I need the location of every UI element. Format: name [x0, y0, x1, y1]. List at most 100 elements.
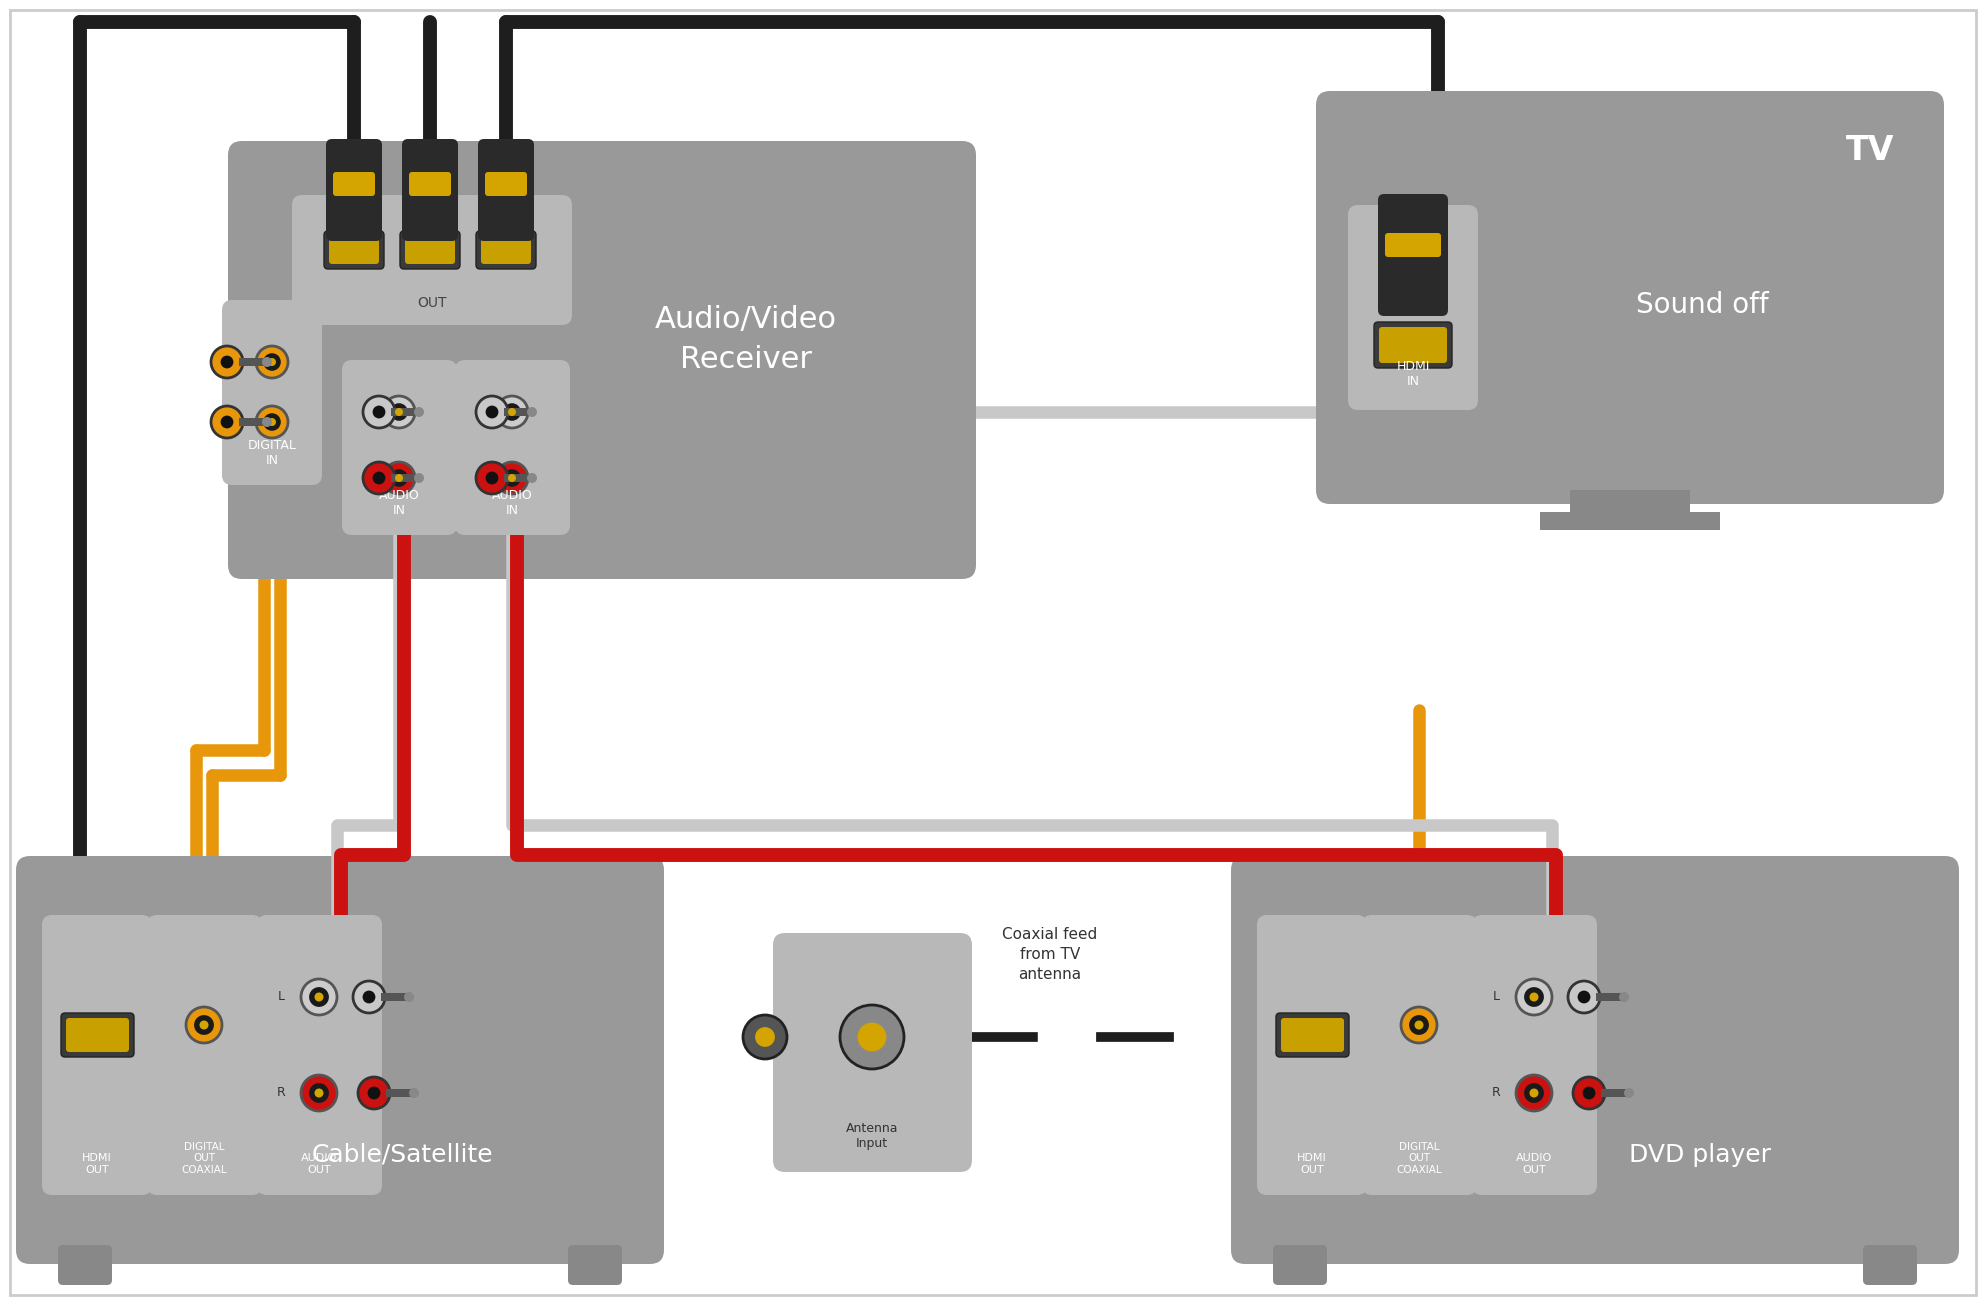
- FancyBboxPatch shape: [292, 194, 572, 325]
- Text: R: R: [276, 1087, 286, 1100]
- FancyBboxPatch shape: [477, 231, 536, 269]
- Circle shape: [383, 462, 415, 495]
- FancyBboxPatch shape: [773, 933, 971, 1172]
- Circle shape: [357, 1077, 389, 1109]
- Text: Coaxial feed
from TV
antenna: Coaxial feed from TV antenna: [1003, 928, 1098, 981]
- Circle shape: [395, 408, 403, 416]
- FancyBboxPatch shape: [326, 140, 381, 241]
- Circle shape: [1583, 1087, 1595, 1099]
- FancyBboxPatch shape: [1472, 915, 1597, 1195]
- Text: DIGITAL
OUT
COAXIAL: DIGITAL OUT COAXIAL: [181, 1142, 226, 1174]
- FancyBboxPatch shape: [147, 915, 262, 1195]
- FancyBboxPatch shape: [16, 856, 663, 1265]
- FancyBboxPatch shape: [228, 141, 975, 579]
- Circle shape: [496, 462, 528, 495]
- Circle shape: [413, 472, 423, 483]
- Circle shape: [268, 418, 276, 425]
- Circle shape: [211, 346, 242, 378]
- Circle shape: [1400, 1007, 1438, 1043]
- Circle shape: [1625, 1088, 1634, 1098]
- Circle shape: [262, 358, 272, 367]
- Circle shape: [1529, 993, 1539, 1001]
- Circle shape: [302, 1075, 338, 1111]
- Circle shape: [502, 403, 520, 420]
- FancyBboxPatch shape: [479, 140, 534, 241]
- Circle shape: [314, 993, 324, 1001]
- Text: AUDIO
OUT: AUDIO OUT: [1515, 1154, 1553, 1175]
- FancyBboxPatch shape: [1275, 1013, 1348, 1057]
- Circle shape: [1410, 1015, 1428, 1035]
- FancyBboxPatch shape: [1348, 205, 1478, 410]
- Circle shape: [487, 471, 498, 484]
- Circle shape: [858, 1023, 886, 1052]
- Bar: [1571, 489, 1690, 512]
- FancyBboxPatch shape: [222, 300, 322, 485]
- FancyBboxPatch shape: [1317, 91, 1944, 504]
- Bar: [391, 408, 419, 416]
- Text: AUDIO
OUT: AUDIO OUT: [300, 1154, 338, 1175]
- FancyBboxPatch shape: [485, 172, 526, 196]
- Circle shape: [1619, 992, 1629, 1002]
- Circle shape: [1414, 1021, 1424, 1030]
- Bar: [1601, 1088, 1629, 1098]
- FancyBboxPatch shape: [401, 140, 459, 241]
- Circle shape: [310, 987, 330, 1007]
- Circle shape: [264, 354, 280, 371]
- FancyBboxPatch shape: [342, 360, 457, 535]
- Circle shape: [264, 414, 280, 431]
- Circle shape: [1523, 1083, 1543, 1103]
- Circle shape: [755, 1027, 775, 1047]
- Circle shape: [477, 462, 508, 495]
- FancyBboxPatch shape: [1257, 915, 1366, 1195]
- Circle shape: [496, 395, 528, 428]
- FancyBboxPatch shape: [409, 172, 451, 196]
- Circle shape: [840, 1005, 904, 1069]
- Circle shape: [477, 395, 508, 428]
- Circle shape: [363, 990, 375, 1004]
- Circle shape: [1523, 987, 1543, 1007]
- FancyBboxPatch shape: [42, 915, 153, 1195]
- FancyBboxPatch shape: [481, 236, 530, 264]
- Circle shape: [1529, 1088, 1539, 1098]
- FancyBboxPatch shape: [334, 172, 375, 196]
- Text: HDMI
IN: HDMI IN: [1396, 360, 1430, 388]
- Circle shape: [314, 1088, 324, 1098]
- Circle shape: [389, 403, 407, 420]
- Text: AUDIO
IN: AUDIO IN: [379, 489, 419, 517]
- Text: TV: TV: [1845, 133, 1895, 167]
- Circle shape: [395, 474, 403, 482]
- FancyBboxPatch shape: [568, 1245, 622, 1285]
- FancyBboxPatch shape: [455, 360, 570, 535]
- FancyBboxPatch shape: [1374, 322, 1452, 368]
- Text: HDMI
OUT: HDMI OUT: [81, 1154, 111, 1175]
- Circle shape: [310, 1083, 330, 1103]
- Text: Cable/Satellite: Cable/Satellite: [312, 1143, 493, 1167]
- Circle shape: [383, 395, 415, 428]
- Bar: [385, 1088, 413, 1098]
- Circle shape: [508, 474, 516, 482]
- Text: Antenna
Input: Antenna Input: [846, 1122, 898, 1150]
- Bar: [391, 474, 419, 482]
- Circle shape: [389, 470, 407, 487]
- Bar: [238, 418, 266, 425]
- Text: HDMI
OUT: HDMI OUT: [1297, 1154, 1327, 1175]
- Circle shape: [302, 979, 338, 1015]
- Circle shape: [354, 981, 385, 1013]
- Circle shape: [508, 408, 516, 416]
- FancyBboxPatch shape: [1378, 328, 1448, 363]
- Circle shape: [220, 415, 234, 428]
- Text: OUT: OUT: [417, 296, 447, 311]
- Circle shape: [1569, 981, 1601, 1013]
- Circle shape: [1577, 990, 1591, 1004]
- Circle shape: [187, 1007, 222, 1043]
- Circle shape: [373, 471, 385, 484]
- FancyBboxPatch shape: [330, 236, 379, 264]
- FancyBboxPatch shape: [399, 231, 461, 269]
- Circle shape: [1573, 1077, 1605, 1109]
- Text: L: L: [1493, 990, 1499, 1004]
- Circle shape: [373, 406, 385, 419]
- Bar: [504, 408, 532, 416]
- FancyBboxPatch shape: [58, 1245, 111, 1285]
- FancyBboxPatch shape: [1362, 915, 1478, 1195]
- Circle shape: [413, 407, 423, 418]
